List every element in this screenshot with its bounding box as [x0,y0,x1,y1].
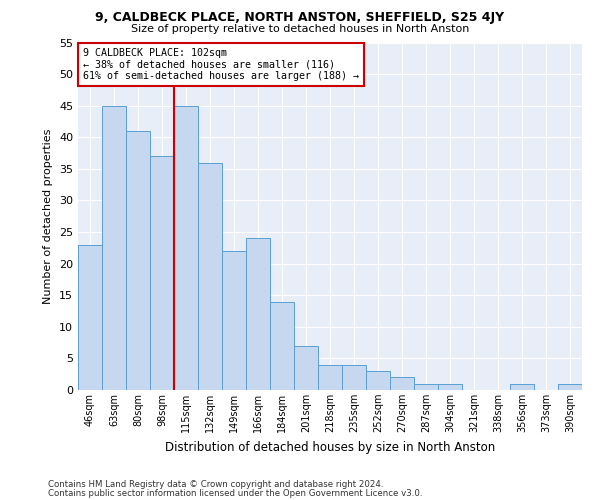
Bar [150,156,174,390]
Y-axis label: Number of detached properties: Number of detached properties [43,128,53,304]
Text: 9 CALDBECK PLACE: 102sqm
← 38% of detached houses are smaller (116)
61% of semi-: 9 CALDBECK PLACE: 102sqm ← 38% of detach… [83,48,359,81]
Text: Size of property relative to detached houses in North Anston: Size of property relative to detached ho… [131,24,469,34]
Bar [414,384,438,390]
Bar [438,384,462,390]
Bar [558,384,582,390]
Bar [246,238,270,390]
Bar [342,364,366,390]
Bar [102,106,126,390]
Bar [78,244,102,390]
Bar [510,384,534,390]
Bar [390,378,414,390]
Bar [318,364,342,390]
Bar [222,251,246,390]
Bar [366,371,390,390]
Text: Contains HM Land Registry data © Crown copyright and database right 2024.: Contains HM Land Registry data © Crown c… [48,480,383,489]
Text: 9, CALDBECK PLACE, NORTH ANSTON, SHEFFIELD, S25 4JY: 9, CALDBECK PLACE, NORTH ANSTON, SHEFFIE… [95,11,505,24]
Bar [174,106,198,390]
Bar [126,131,150,390]
X-axis label: Distribution of detached houses by size in North Anston: Distribution of detached houses by size … [165,440,495,454]
Text: Contains public sector information licensed under the Open Government Licence v3: Contains public sector information licen… [48,489,422,498]
Bar [198,162,222,390]
Bar [294,346,318,390]
Bar [270,302,294,390]
